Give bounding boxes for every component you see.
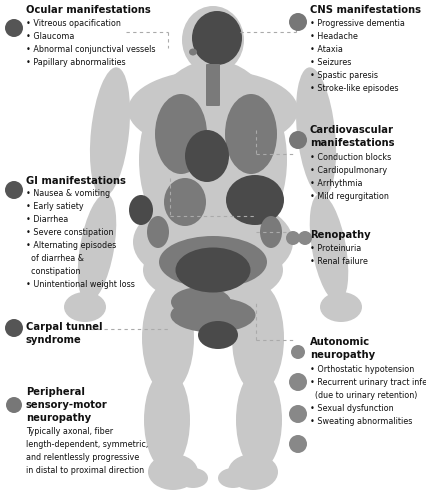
Ellipse shape: [218, 468, 248, 488]
Ellipse shape: [170, 287, 230, 317]
Text: • Vitreous opacification: • Vitreous opacification: [26, 19, 121, 28]
Text: syndrome: syndrome: [26, 335, 81, 345]
Text: • Headache: • Headache: [309, 32, 357, 41]
Circle shape: [288, 435, 306, 453]
Ellipse shape: [147, 216, 169, 248]
Ellipse shape: [64, 292, 106, 322]
Text: • Conduction blocks: • Conduction blocks: [309, 153, 390, 162]
Text: • Seizures: • Seizures: [309, 58, 351, 67]
Text: length-dependent, symmetric,: length-dependent, symmetric,: [26, 440, 148, 449]
Ellipse shape: [236, 370, 281, 470]
Ellipse shape: [164, 178, 205, 226]
Ellipse shape: [189, 48, 196, 56]
Text: sensory-motor: sensory-motor: [26, 400, 107, 410]
Ellipse shape: [90, 68, 130, 196]
Text: • Sexual dysfunction: • Sexual dysfunction: [309, 404, 393, 413]
Circle shape: [288, 373, 306, 391]
Ellipse shape: [184, 130, 228, 182]
Ellipse shape: [227, 454, 277, 490]
Text: CNS manifestations: CNS manifestations: [309, 5, 420, 15]
Text: • Arrhythmia: • Arrhythmia: [309, 179, 362, 188]
Circle shape: [5, 319, 23, 337]
Circle shape: [290, 345, 304, 359]
Text: • Alternating episodes: • Alternating episodes: [26, 241, 116, 250]
Text: manifestations: manifestations: [309, 138, 394, 148]
Text: constipation: constipation: [26, 267, 81, 276]
Ellipse shape: [128, 70, 297, 150]
Ellipse shape: [144, 370, 190, 470]
Text: • Renal failure: • Renal failure: [309, 257, 367, 266]
Text: • Nausea & vomiting: • Nausea & vomiting: [26, 189, 110, 198]
Ellipse shape: [155, 94, 207, 174]
Ellipse shape: [319, 292, 361, 322]
Ellipse shape: [143, 235, 282, 305]
Ellipse shape: [225, 94, 276, 174]
Text: • Diarrhea: • Diarrhea: [26, 215, 68, 224]
Ellipse shape: [129, 195, 153, 225]
FancyBboxPatch shape: [198, 50, 227, 82]
Text: Typically axonal, fiber: Typically axonal, fiber: [26, 427, 113, 436]
Text: (due to urinary retention): (due to urinary retention): [309, 391, 416, 400]
Ellipse shape: [181, 6, 243, 74]
Ellipse shape: [175, 248, 250, 292]
Text: GI manifestations: GI manifestations: [26, 176, 126, 186]
Text: Peripheral: Peripheral: [26, 387, 85, 397]
Circle shape: [288, 13, 306, 31]
Ellipse shape: [158, 236, 266, 288]
Text: • Papillary abnormalities: • Papillary abnormalities: [26, 58, 125, 67]
Text: • Orthostatic hypotension: • Orthostatic hypotension: [309, 365, 413, 374]
Text: • Early satiety: • Early satiety: [26, 202, 83, 211]
Ellipse shape: [259, 216, 281, 248]
FancyBboxPatch shape: [205, 64, 219, 106]
Text: • Spastic paresis: • Spastic paresis: [309, 71, 377, 80]
Text: Ocular manifestations: Ocular manifestations: [26, 5, 150, 15]
Circle shape: [288, 131, 306, 149]
Ellipse shape: [139, 60, 286, 260]
Circle shape: [288, 405, 306, 423]
Circle shape: [5, 181, 23, 199]
Text: • Abnormal conjunctival vessels: • Abnormal conjunctival vessels: [26, 45, 155, 54]
Text: Renopathy: Renopathy: [309, 230, 370, 240]
Text: • Ataxia: • Ataxia: [309, 45, 342, 54]
Text: in distal to proximal direction: in distal to proximal direction: [26, 466, 144, 475]
Ellipse shape: [78, 194, 116, 302]
Text: neuropathy: neuropathy: [26, 413, 91, 423]
Text: of diarrhea &: of diarrhea &: [26, 254, 84, 263]
Circle shape: [6, 397, 22, 413]
Text: • Recurrent urinary tract infections: • Recurrent urinary tract infections: [309, 378, 426, 387]
Text: • Mild regurgitation: • Mild regurgitation: [309, 192, 388, 201]
Text: and relentlessly progressive: and relentlessly progressive: [26, 453, 139, 462]
Ellipse shape: [309, 194, 348, 302]
Ellipse shape: [178, 468, 207, 488]
Text: Autonomic: Autonomic: [309, 337, 369, 347]
Text: • Severe constipation: • Severe constipation: [26, 228, 113, 237]
Text: Cardiovascular: Cardiovascular: [309, 125, 393, 135]
Text: neuropathy: neuropathy: [309, 350, 374, 360]
Text: • Glaucoma: • Glaucoma: [26, 32, 74, 41]
Ellipse shape: [231, 283, 283, 393]
Ellipse shape: [132, 197, 292, 287]
Text: • Sweating abnormalities: • Sweating abnormalities: [309, 417, 412, 426]
Ellipse shape: [295, 68, 335, 196]
Circle shape: [285, 231, 299, 245]
Ellipse shape: [142, 283, 193, 393]
Ellipse shape: [225, 175, 283, 225]
Circle shape: [297, 231, 311, 245]
Ellipse shape: [198, 321, 237, 349]
Ellipse shape: [192, 11, 242, 65]
Text: • Proteinuria: • Proteinuria: [309, 244, 360, 253]
Text: • Unintentional weight loss: • Unintentional weight loss: [26, 280, 135, 289]
Text: • Progressive dementia: • Progressive dementia: [309, 19, 404, 28]
Text: Carpal tunnel: Carpal tunnel: [26, 322, 102, 332]
Ellipse shape: [148, 454, 198, 490]
Text: • Stroke-like episodes: • Stroke-like episodes: [309, 84, 397, 93]
Ellipse shape: [170, 298, 255, 332]
Circle shape: [5, 19, 23, 37]
Text: • Cardiopulmonary: • Cardiopulmonary: [309, 166, 386, 175]
